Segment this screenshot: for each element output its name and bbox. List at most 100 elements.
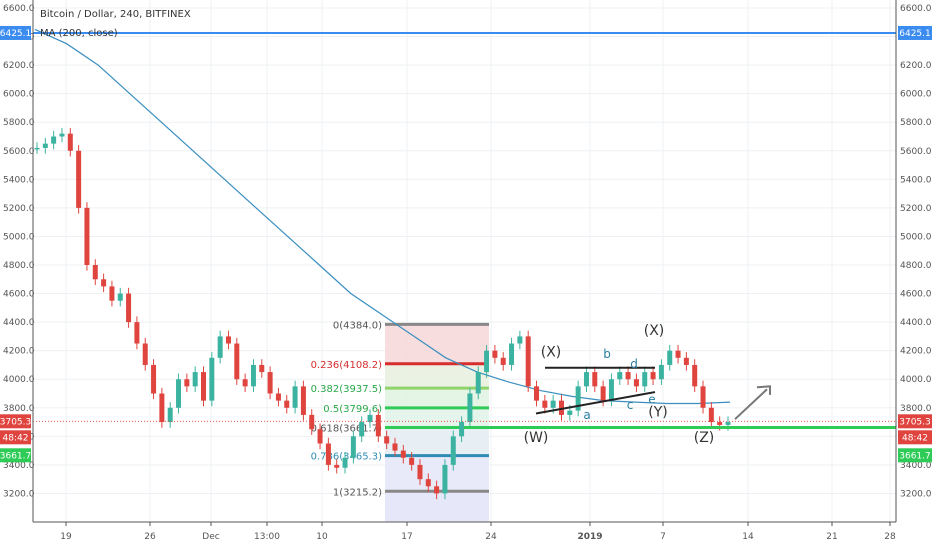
candle-body: [442, 464, 448, 494]
candle-body: [109, 286, 115, 301]
wave-label: (Y): [648, 404, 667, 420]
candle-body: [667, 350, 673, 365]
fib-band: [385, 363, 489, 389]
y-tick-right: 5600.0: [900, 147, 932, 157]
candle-body: [633, 379, 639, 387]
candle-body: [484, 350, 490, 373]
candle-body: [309, 414, 315, 430]
fib-band: [385, 324, 489, 364]
wave-label: d: [630, 357, 638, 371]
price-tag-right: 3705.3: [899, 417, 931, 427]
y-tick-left: 5400.0: [3, 175, 35, 185]
candle-body: [725, 422, 731, 425]
price-tag-right-bg: [898, 414, 932, 429]
candle-body: [292, 386, 298, 408]
candle-body: [142, 343, 148, 365]
x-tick-label: 26: [144, 532, 156, 542]
price-tags: 6425.1 6425.1 3705.3 3705.3 48:42 48:42 3661.7…: [0, 25, 932, 463]
candle-body: [717, 422, 723, 425]
candle-body: [317, 429, 323, 444]
y-tick-right: 5800.0: [900, 118, 932, 128]
wave-label: (W): [524, 430, 549, 446]
candle-body: [101, 279, 107, 287]
candle-body: [51, 136, 57, 144]
y-tick-left: 3200.0: [3, 489, 35, 499]
candle-body: [259, 364, 265, 373]
y-tick-right: 3200.0: [900, 489, 932, 499]
candle-body: [76, 150, 82, 208]
horizontal-lines[interactable]: [33, 31, 896, 430]
price-tag-left: 3705.3: [0, 417, 31, 427]
y-tick-left: 4200.0: [3, 347, 35, 357]
candle-body: [417, 464, 423, 480]
x-tick-label: 14: [742, 532, 754, 542]
candle-body: [267, 372, 273, 394]
arrow-shaft: [734, 388, 768, 420]
wave-label: e: [648, 392, 655, 406]
candle-body: [492, 350, 498, 358]
candle-body: [467, 393, 473, 423]
fib-level-label: 0.618(3661.7): [311, 424, 383, 435]
annotations: (W) (X) (Y) (Z) (X) a b c d e: [524, 323, 771, 446]
candle-body: [350, 436, 356, 458]
candle-body: [475, 372, 481, 394]
y-tick-left: 3400.0: [3, 461, 35, 471]
candle-body: [167, 407, 173, 423]
price-tag-right-bg: [898, 25, 932, 40]
y-tick-right: 5200.0: [900, 204, 932, 214]
candle-body: [284, 400, 290, 408]
fib-level-label: 0.5(3799.6): [323, 404, 382, 415]
candle-body: [325, 443, 331, 465]
y-tick-right: 3800.0: [900, 404, 932, 414]
wave-label: (X): [644, 323, 665, 339]
fib-band: [385, 388, 489, 408]
y-tick-right: 6200.0: [900, 61, 932, 71]
price-tag-left-bg: [0, 25, 31, 40]
fib-level-label: 0.786(3465.3): [311, 452, 383, 463]
y-tick-right: 4200.0: [900, 347, 932, 357]
fib-zone: 0(4384.0) 0.236(4108.2) 0.382(3937.5) 0.5(3…: [311, 320, 489, 522]
candle-body: [384, 436, 390, 444]
y-tick-left: 4000.0: [3, 375, 35, 385]
candle-body: [192, 372, 198, 387]
candle-body: [700, 386, 706, 408]
candle-body: [242, 379, 248, 387]
candle-body: [117, 293, 123, 301]
candles: [34, 127, 731, 500]
candle-body: [525, 336, 531, 387]
y-tick-left: 5600.0: [3, 147, 35, 157]
candle-body: [625, 372, 631, 380]
indicator-label: MA (200, close): [40, 28, 118, 39]
y-tick-right: 4000.0: [900, 375, 932, 385]
y-tick-left: 4400.0: [3, 318, 35, 328]
candle-body: [600, 386, 606, 401]
x-tick-label: 7: [660, 532, 666, 542]
candle-body: [450, 436, 456, 465]
candle-body: [67, 133, 73, 151]
candle-body: [151, 364, 157, 394]
fib-band: [385, 427, 489, 456]
price-tag-left: 6425.1: [0, 29, 31, 39]
candle-body: [359, 422, 365, 437]
y-tick-right: 4400.0: [900, 318, 932, 328]
candle-body: [225, 336, 231, 344]
wave-label: a: [583, 408, 590, 422]
x-tick-label: 17: [401, 532, 412, 542]
candle-body: [234, 343, 240, 380]
y-tick-left: 5000.0: [3, 232, 35, 242]
price-tag-left: 3661.7: [0, 451, 31, 461]
wave-label: (X): [541, 344, 562, 360]
candle-body: [658, 364, 664, 380]
y-tick-right: 4600.0: [900, 290, 932, 300]
candle-body: [692, 364, 698, 387]
arrow-head: [756, 385, 771, 395]
y-tick-right: 6600.0: [900, 4, 932, 14]
wave-label: b: [603, 347, 611, 361]
candle-body: [642, 372, 648, 387]
y-tick-left: 6200.0: [3, 61, 35, 71]
y-tick-right: 5400.0: [900, 175, 932, 185]
y-tick-left: 6600.0: [3, 4, 35, 14]
candle-body: [275, 393, 281, 401]
candle-body: [159, 393, 165, 423]
